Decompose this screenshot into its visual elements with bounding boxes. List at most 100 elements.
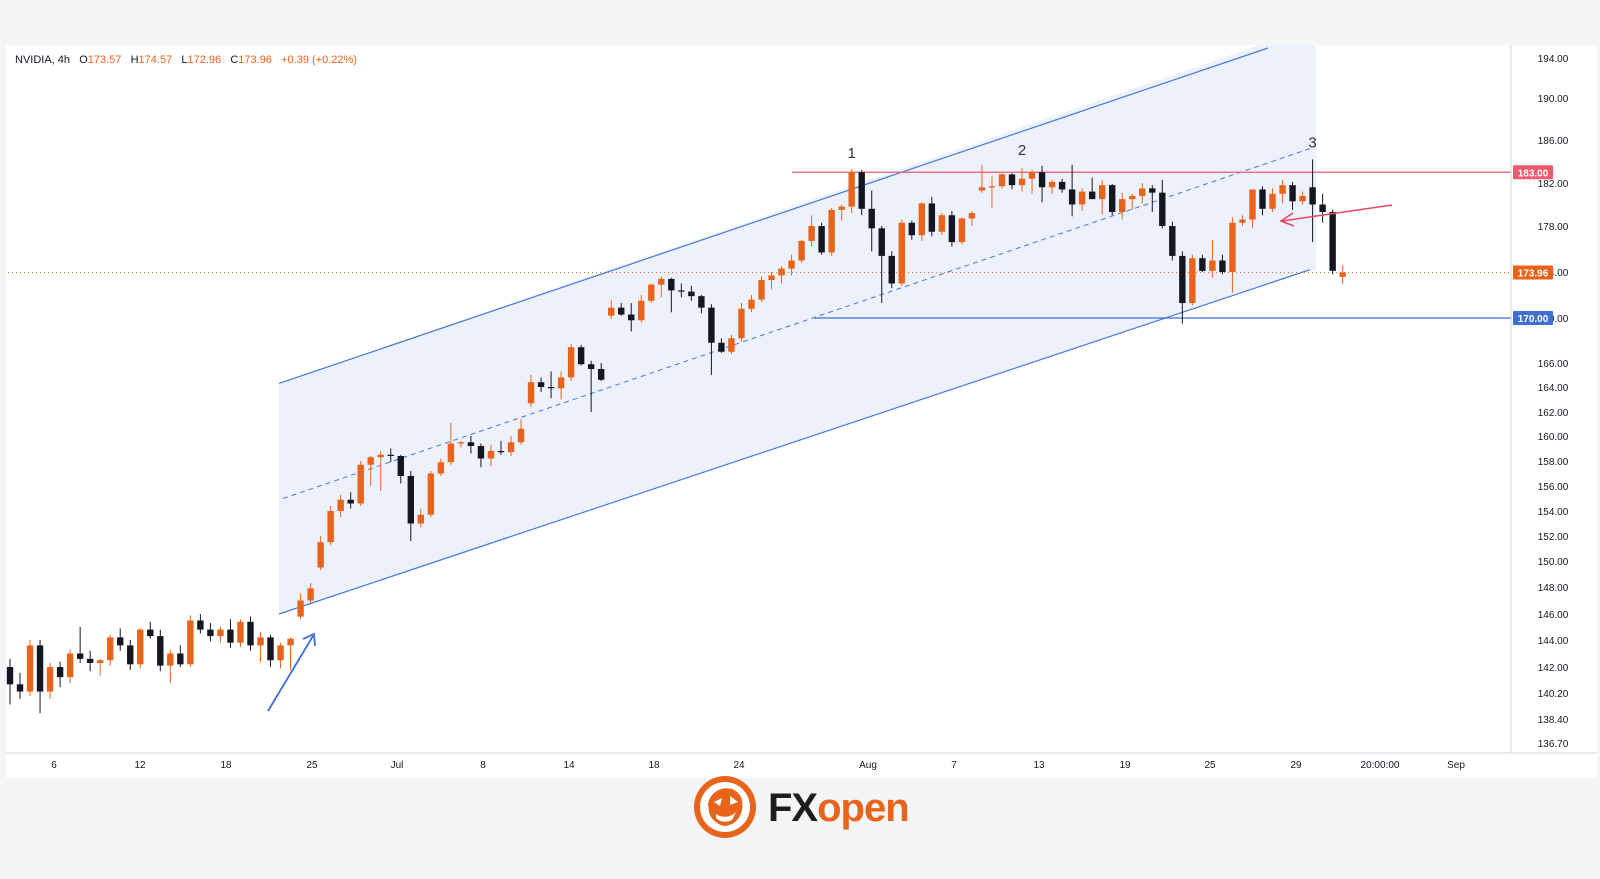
candle — [96, 658, 104, 676]
x-tick-label: 19 — [1119, 760, 1131, 771]
candle — [407, 471, 414, 541]
pointer-arrow-icon — [1279, 204, 1393, 227]
candle — [177, 645, 184, 667]
candle — [86, 650, 94, 672]
legend-low-value: 172.96 — [187, 54, 222, 66]
candle — [1269, 188, 1276, 213]
candle-body — [26, 645, 34, 692]
candle-body — [738, 308, 745, 339]
candle-body — [788, 260, 795, 269]
candle-body — [628, 314, 635, 321]
candle-body — [898, 222, 905, 284]
candle-body — [167, 653, 174, 666]
candle-body — [1058, 181, 1066, 190]
candle-body — [447, 443, 455, 463]
candle-body — [86, 658, 94, 663]
candle — [658, 276, 665, 298]
candle — [1319, 193, 1326, 223]
candle — [1339, 265, 1346, 284]
candle — [898, 219, 905, 286]
candle — [447, 422, 455, 465]
candle — [1259, 186, 1266, 216]
x-tick-label: 13 — [1033, 760, 1045, 771]
ohlc-legend: NVIDIA, 4h O173.57 H174.57 L172.96 C173.… — [15, 54, 357, 66]
candle-body — [958, 218, 966, 243]
y-tick-label: 152.00 — [1538, 532, 1569, 543]
arrow-shaft — [1281, 204, 1393, 222]
candle-body — [337, 499, 344, 511]
price-badge-label: 170.00 — [1518, 314, 1549, 325]
candle-body — [1078, 191, 1086, 205]
candle — [167, 649, 174, 683]
candle — [477, 443, 485, 468]
x-tick-label: 6 — [51, 760, 57, 771]
candle-body — [197, 620, 204, 630]
candle — [738, 303, 745, 342]
candle — [1309, 159, 1316, 243]
candle — [978, 164, 986, 193]
y-tick-label: 150.00 — [1538, 557, 1569, 568]
candle-body — [547, 387, 555, 389]
candle-body — [157, 636, 164, 666]
candle — [287, 637, 294, 670]
candle — [56, 661, 64, 688]
candle — [868, 190, 875, 252]
candle-body — [848, 172, 855, 207]
channel-mid-line — [282, 148, 1311, 499]
candle-body — [1159, 192, 1166, 226]
candle — [377, 451, 384, 491]
candle — [1028, 170, 1036, 194]
candle — [1209, 239, 1216, 278]
candle — [277, 642, 284, 669]
candle — [1109, 184, 1116, 216]
chart-panel[interactable]: 194.00 190.00 186.00 182.00 178.00 174.00 170.… — [6, 45, 1597, 778]
candle-body — [497, 451, 505, 453]
candle — [1199, 254, 1206, 272]
candle-body — [487, 451, 495, 459]
candle-body — [397, 456, 404, 476]
candle — [497, 441, 505, 455]
candle — [758, 276, 765, 302]
candle — [507, 436, 515, 456]
candle — [267, 634, 274, 667]
price-chart[interactable]: 194.00 190.00 186.00 182.00 178.00 174.00 170.… — [6, 45, 1597, 778]
candle — [227, 619, 234, 649]
candle-body — [918, 203, 926, 236]
candle — [307, 583, 314, 604]
candle — [347, 492, 354, 509]
candle-body — [868, 208, 875, 229]
candle-body — [1038, 172, 1046, 188]
x-tick-label: Jul — [391, 760, 404, 771]
candle — [778, 266, 785, 284]
channel — [278, 45, 1316, 615]
candle — [387, 448, 394, 463]
candle — [187, 615, 194, 667]
candle-body — [587, 364, 595, 369]
x-tick-label: 18 — [220, 760, 232, 771]
candle — [688, 285, 695, 301]
candle-body — [658, 278, 665, 285]
candle-body — [127, 645, 134, 665]
candle — [1289, 181, 1296, 210]
candle — [6, 658, 14, 705]
candle-body — [527, 382, 535, 404]
candle-body — [577, 347, 585, 365]
candle-body — [968, 213, 976, 219]
candle — [648, 283, 655, 304]
candle-body — [798, 240, 805, 261]
candle-body — [758, 280, 765, 300]
candle-body — [437, 462, 445, 474]
candle — [517, 419, 525, 445]
price-badge-label: 173.96 — [1518, 268, 1549, 279]
candle-body — [638, 300, 645, 321]
candle-body — [648, 284, 655, 301]
candle-body — [137, 629, 144, 665]
candle — [457, 441, 465, 448]
candle-body — [177, 653, 184, 665]
candle — [708, 304, 715, 375]
candle-body — [1179, 255, 1186, 304]
candle-body — [1169, 226, 1176, 256]
candle — [1008, 173, 1016, 190]
candle — [397, 454, 404, 484]
candle-body — [417, 514, 425, 524]
